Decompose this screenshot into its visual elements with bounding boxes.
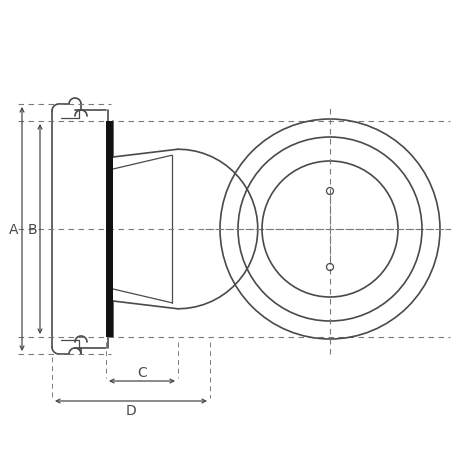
- Text: B: B: [27, 223, 37, 236]
- Text: D: D: [125, 403, 136, 417]
- Bar: [106, 122, 113, 337]
- Text: A: A: [9, 223, 19, 236]
- Text: C: C: [137, 365, 146, 379]
